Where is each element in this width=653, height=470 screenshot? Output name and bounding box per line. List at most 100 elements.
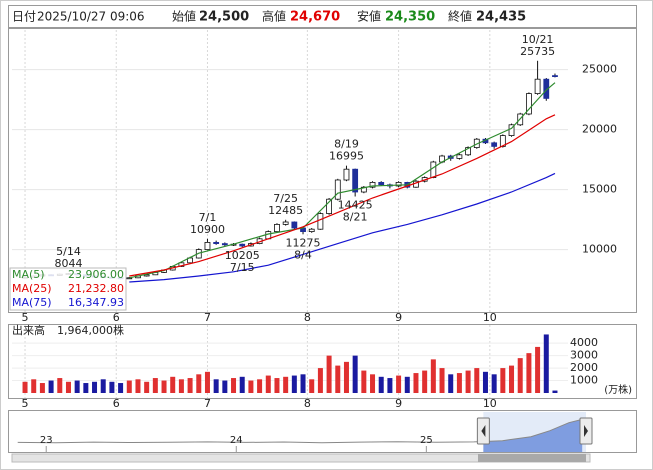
candle-body: [543, 78, 550, 99]
volume-bar: [465, 370, 471, 393]
candle-body: [465, 147, 471, 156]
volume-bar: [500, 368, 506, 393]
volume-bar: [39, 383, 45, 393]
annotation-date: 10/21: [522, 33, 554, 46]
y-tick-label: 4000: [570, 336, 598, 349]
y-tick-label: 20000: [582, 123, 617, 136]
candle-body: [274, 223, 280, 232]
volume-bar: [152, 378, 158, 393]
volume-bar: [257, 379, 263, 393]
volume-bar: [543, 334, 549, 393]
scrollbar-thumb[interactable]: [478, 454, 586, 462]
handle-arrow: [584, 425, 588, 437]
legend-value: 21,232.80: [68, 282, 124, 295]
annotation-date: 7/25: [273, 192, 298, 205]
header-box: [8, 5, 637, 28]
candle-body: [326, 198, 332, 214]
low-label: 安値: [357, 9, 381, 24]
volume-bar: [422, 370, 428, 393]
volume-bar: [526, 353, 532, 393]
y-tick-label: 10000: [582, 243, 617, 256]
volume-bar: [265, 375, 271, 393]
navigator-tick-label: 25: [420, 435, 433, 446]
candle-body: [334, 179, 341, 200]
volume-bar: [396, 375, 402, 393]
annotation-date: 8/4: [294, 248, 312, 261]
volume-bar: [196, 374, 202, 393]
legend-name: MA(25): [12, 282, 52, 295]
volume-bar: [144, 381, 150, 393]
annotation-date: 5/14: [56, 245, 81, 258]
volume-bar: [448, 374, 454, 393]
y-tick-label: 15000: [582, 183, 617, 196]
volume-bar: [100, 379, 106, 393]
volume-bar: [491, 374, 497, 393]
volume-bar: [387, 378, 393, 393]
volume-bar: [439, 368, 445, 393]
volume-bar: [248, 380, 254, 393]
x-tick-label: 10: [483, 397, 497, 410]
volume-title: 出来高: [12, 323, 45, 337]
volume-bar: [361, 370, 367, 393]
volume-bar: [517, 358, 523, 393]
x-tick-label: 6: [113, 311, 120, 324]
navigator-line: [17, 418, 583, 444]
volume-bar: [83, 383, 89, 393]
navigator-tick-label: 24: [230, 435, 243, 446]
volume-bar: [118, 383, 124, 393]
annotation-date: 7/15: [230, 261, 255, 274]
candle-body: [456, 154, 463, 159]
annotation-value: 10205: [225, 249, 260, 262]
volume-bar: [57, 378, 63, 393]
annotation-value: 11275: [286, 236, 321, 249]
candle-body: [491, 142, 498, 147]
annotation-date: 8/19: [334, 138, 359, 151]
volume-bar: [378, 376, 384, 393]
legend-box: [9, 267, 127, 311]
volume-bar: [74, 380, 80, 393]
volume-bar: [65, 381, 71, 393]
annotation-date: 8/21: [343, 211, 368, 224]
volume-bar: [109, 381, 115, 393]
volume-bar: [326, 355, 332, 393]
legend-name: MA(75): [12, 296, 52, 309]
volume-bar: [482, 371, 488, 393]
x-tick-label: 7: [204, 397, 211, 410]
volume-bar: [300, 374, 306, 393]
volume-bar: [231, 378, 237, 393]
volume-bar: [48, 380, 54, 393]
legend-name: MA(5): [12, 268, 45, 281]
candle-body: [378, 181, 385, 186]
volume-bar: [404, 376, 410, 393]
annotation-value: 10900: [190, 223, 225, 236]
open-value: 24,500: [199, 10, 249, 25]
candle-body: [308, 228, 315, 232]
volume-bar: [283, 376, 289, 393]
date: 2025/10/27 09:06: [37, 10, 145, 24]
candle-body: [204, 241, 211, 250]
volume-bar: [343, 361, 349, 393]
volume-bar: [31, 379, 37, 393]
volume-bar: [535, 346, 541, 393]
volume-bar: [456, 373, 462, 393]
candle-body: [552, 75, 558, 77]
candle-body: [369, 181, 376, 188]
ma-line: [129, 82, 556, 279]
legend-value: 23,906.00: [68, 268, 124, 281]
navigator-tick-label: 23: [40, 435, 53, 446]
volume-bar: [274, 378, 280, 393]
high-value: 24,670: [290, 10, 340, 25]
volume-bar: [204, 371, 210, 393]
volume-bar: [161, 380, 167, 393]
ma-line: [129, 114, 556, 277]
annotation-value: 14425: [338, 199, 373, 212]
y-tick-label: 25000: [582, 63, 617, 76]
volume-bar: [352, 355, 358, 393]
volume-bar: [22, 381, 28, 393]
candle-body: [291, 221, 298, 229]
volume-bar: [370, 374, 376, 393]
candle-body: [430, 161, 437, 178]
scrollbar[interactable]: [11, 453, 591, 463]
candle-body: [213, 241, 220, 244]
